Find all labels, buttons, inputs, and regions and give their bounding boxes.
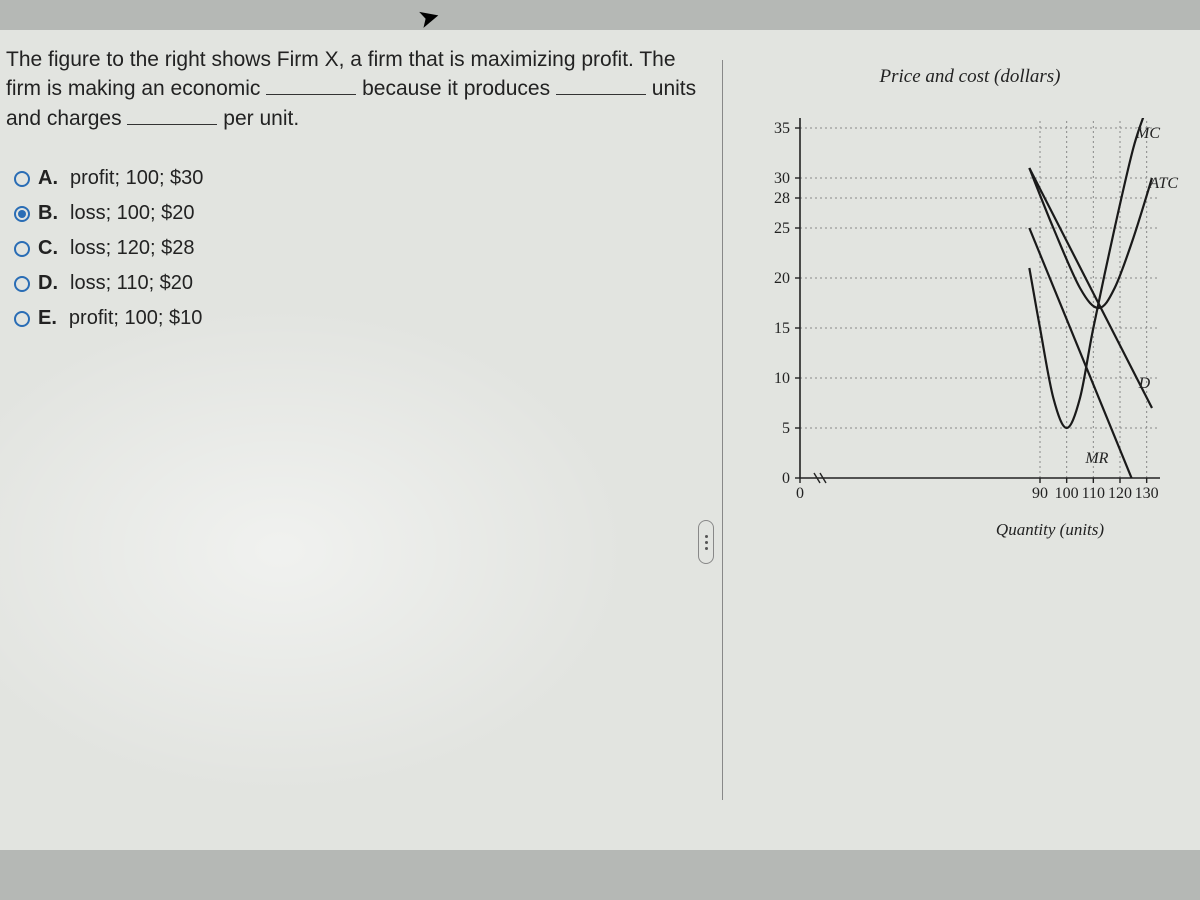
svg-text:120: 120 xyxy=(1108,485,1132,498)
option-letter: E. xyxy=(38,307,57,330)
svg-text:20: 20 xyxy=(774,270,790,287)
svg-text:10: 10 xyxy=(774,370,790,387)
options-list: A. profit; 100; $30 B. loss; 100; $20 C. loss… xyxy=(6,161,700,336)
stem-part: per unit. xyxy=(223,107,299,130)
radio-icon[interactable] xyxy=(14,171,30,187)
radio-icon[interactable] xyxy=(14,311,30,327)
question-panel: The figure to the right shows Firm X, a … xyxy=(0,30,1200,850)
option-text: loss; 110; $20 xyxy=(70,272,193,295)
svg-text:0: 0 xyxy=(796,485,804,498)
blank-3 xyxy=(127,104,217,125)
question-stem: The figure to the right shows Firm X, a … xyxy=(6,46,700,133)
radio-icon[interactable] xyxy=(14,241,30,257)
svg-text:5: 5 xyxy=(782,420,790,437)
option-e[interactable]: E. profit; 100; $10 xyxy=(6,301,700,336)
svg-text:28: 28 xyxy=(774,190,790,207)
vertical-divider xyxy=(722,60,723,800)
left-column: The figure to the right shows Firm X, a … xyxy=(0,30,720,850)
svg-text:130: 130 xyxy=(1135,485,1159,498)
option-letter: C. xyxy=(38,237,58,260)
svg-text:100: 100 xyxy=(1055,485,1079,498)
chart: 0 5 10 15 20 25 28 30 35 0 90 100110120130 MC ATC D MR xyxy=(740,98,1180,518)
svg-text:90: 90 xyxy=(1032,485,1048,498)
stem-part: because it xyxy=(362,77,458,100)
svg-text:15: 15 xyxy=(774,320,790,337)
chart-title: Price and cost (dollars) xyxy=(740,66,1200,88)
option-b[interactable]: B. loss; 100; $20 xyxy=(6,196,700,231)
option-letter: A. xyxy=(38,167,58,190)
option-c[interactable]: C. loss; 120; $28 xyxy=(6,231,700,266)
svg-text:35: 35 xyxy=(774,120,790,137)
chart-xlabel: Quantity (units) xyxy=(740,520,1200,540)
option-letter: B. xyxy=(38,202,58,225)
radio-icon[interactable] xyxy=(14,276,30,292)
svg-text:25: 25 xyxy=(774,220,790,237)
option-text: loss; 120; $28 xyxy=(70,237,195,260)
option-a[interactable]: A. profit; 100; $30 xyxy=(6,161,700,196)
curve-mc xyxy=(1029,108,1146,428)
blank-2 xyxy=(556,74,646,95)
curve-label-mc: MC xyxy=(1135,125,1160,142)
option-letter: D. xyxy=(38,272,58,295)
stem-part: The figure to the right shows Firm X, a … xyxy=(6,48,576,71)
radio-icon[interactable] xyxy=(14,206,30,222)
stem-part: produces xyxy=(464,77,550,100)
blank-1 xyxy=(266,74,356,95)
curve-label-mr: MR xyxy=(1084,450,1108,467)
option-text: profit; 100; $30 xyxy=(70,167,203,190)
option-text: profit; 100; $10 xyxy=(69,307,202,330)
svg-text:0: 0 xyxy=(782,470,790,487)
curve-label-atc: ATC xyxy=(1148,175,1178,192)
option-text: loss; 100; $20 xyxy=(70,202,195,225)
svg-text:30: 30 xyxy=(774,170,790,187)
chart-svg: 0 5 10 15 20 25 28 30 35 0 90 100110120130 MC ATC D MR xyxy=(740,98,1180,498)
curve-label-d: D xyxy=(1138,375,1151,392)
right-column: Price and cost (dollars) 0 5 10 15 20 25 28 30 3… xyxy=(740,60,1200,540)
option-d[interactable]: D. loss; 110; $20 xyxy=(6,266,700,301)
divider-handle[interactable] xyxy=(698,520,714,564)
svg-text:110: 110 xyxy=(1082,485,1105,498)
